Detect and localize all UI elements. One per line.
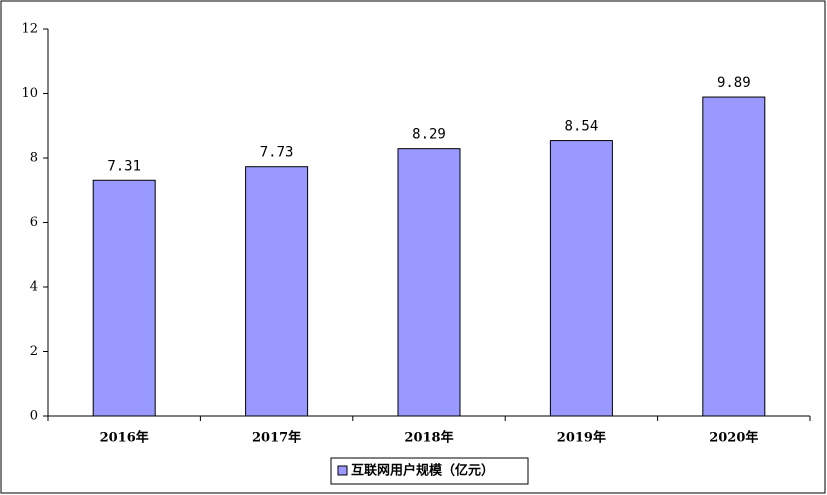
- value-label: 8.29: [412, 127, 446, 143]
- y-tick-label: 2: [30, 344, 38, 359]
- bar: [397, 148, 461, 417]
- y-tick-label: 10: [21, 86, 38, 101]
- y-tick-label: 6: [30, 215, 38, 230]
- x-tick-label: 2017年: [252, 430, 301, 446]
- x-tick-label: 2019年: [557, 430, 606, 446]
- legend-box: [330, 457, 529, 485]
- value-label: 8.54: [565, 119, 599, 135]
- x-tick-label: 2018年: [404, 430, 453, 446]
- legend-label: 互联网用户规模（亿元）: [351, 463, 494, 479]
- y-tick-label: 8: [30, 151, 38, 166]
- bar: [549, 140, 613, 417]
- value-label: 7.73: [260, 145, 294, 161]
- x-tick-label: 2020年: [709, 430, 758, 446]
- bar: [702, 96, 766, 417]
- legend-swatch: [337, 465, 348, 476]
- x-tick-label: 2016年: [100, 430, 149, 446]
- y-tick-label: 4: [30, 280, 38, 295]
- value-label: 7.31: [107, 158, 141, 174]
- bar: [92, 179, 156, 417]
- y-tick-label: 0: [30, 409, 38, 424]
- bar: [245, 166, 309, 417]
- y-tick-label: 12: [21, 22, 38, 37]
- value-label: 9.89: [717, 75, 751, 91]
